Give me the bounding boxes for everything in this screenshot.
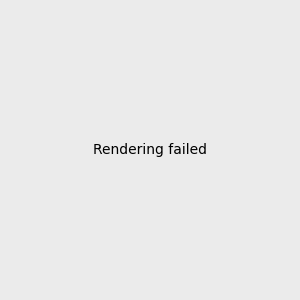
Text: Rendering failed: Rendering failed [93,143,207,157]
